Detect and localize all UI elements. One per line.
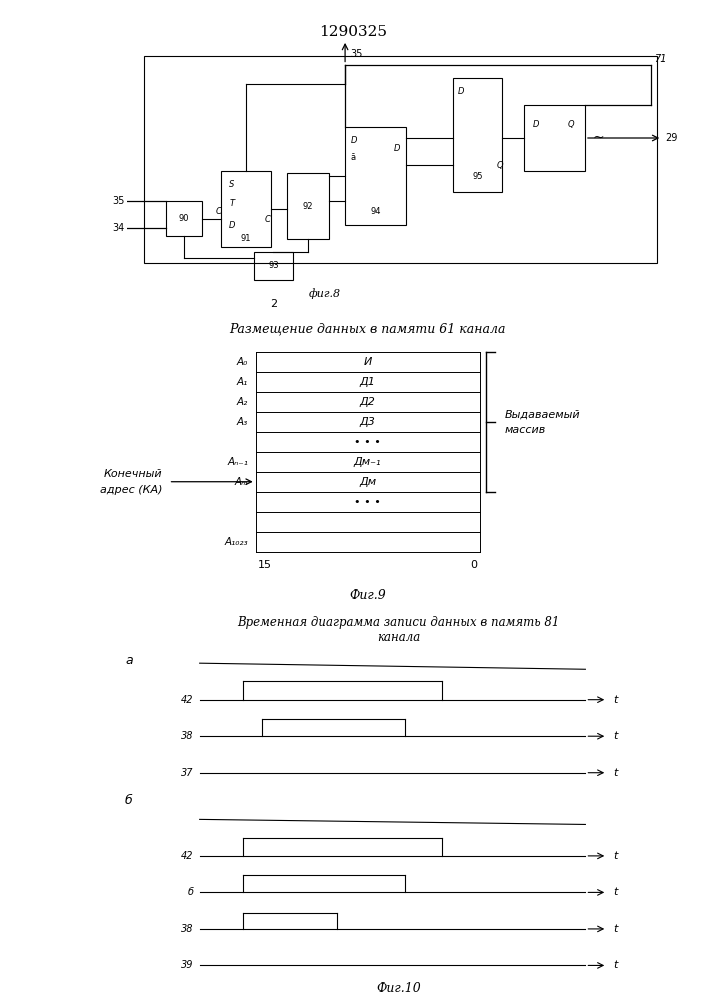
Text: D: D <box>351 136 357 145</box>
Text: S: S <box>229 180 235 189</box>
Text: C: C <box>216 207 221 216</box>
Text: Aₘ: Aₘ <box>235 477 248 487</box>
Text: б: б <box>125 794 133 807</box>
Text: Фиг.10: Фиг.10 <box>376 982 421 995</box>
Text: D: D <box>394 144 400 153</box>
Text: 39: 39 <box>181 960 194 970</box>
Bar <box>144 56 657 263</box>
Text: 90: 90 <box>179 214 189 223</box>
Text: фиг.8: фиг.8 <box>309 288 341 299</box>
Text: Размещение данных в памяти 61 канала: Размещение данных в памяти 61 канала <box>229 323 506 336</box>
Text: 15: 15 <box>258 560 272 570</box>
Text: 35: 35 <box>351 49 363 59</box>
Text: 38: 38 <box>181 924 194 934</box>
Text: D: D <box>458 87 464 96</box>
Text: • • •: • • • <box>354 437 381 447</box>
Text: 35: 35 <box>112 196 124 206</box>
Bar <box>221 171 271 247</box>
Text: а: а <box>125 654 133 667</box>
Text: Дм₋₁: Дм₋₁ <box>354 457 381 467</box>
Text: Aₙ₋₁: Aₙ₋₁ <box>228 457 248 467</box>
Text: 38: 38 <box>181 731 194 741</box>
Text: 95: 95 <box>472 172 483 181</box>
Text: ā: ā <box>351 153 356 162</box>
Bar <box>345 127 406 225</box>
Text: 42: 42 <box>181 695 194 705</box>
Text: Фиг.9: Фиг.9 <box>349 589 386 602</box>
Text: t: t <box>614 851 618 861</box>
Text: A₃: A₃ <box>237 417 248 427</box>
Text: Д1: Д1 <box>360 377 375 387</box>
Text: 2: 2 <box>270 299 277 309</box>
Bar <box>525 105 585 171</box>
Text: T: T <box>229 199 235 208</box>
Text: t: t <box>614 887 618 897</box>
Text: 93: 93 <box>268 261 279 270</box>
Text: И: И <box>363 357 372 367</box>
Text: Q: Q <box>497 161 503 170</box>
Text: C: C <box>265 215 271 224</box>
Text: Дм: Дм <box>359 477 376 487</box>
Text: 94: 94 <box>370 207 380 216</box>
Bar <box>166 201 201 236</box>
Text: ~: ~ <box>593 131 604 145</box>
Text: A₁₀₂₃: A₁₀₂₃ <box>225 537 248 547</box>
Text: A₀: A₀ <box>237 357 248 367</box>
Text: 1290325: 1290325 <box>320 25 387 39</box>
Text: t: t <box>614 768 618 778</box>
Text: • • •: • • • <box>354 497 381 507</box>
Bar <box>254 252 293 280</box>
Text: A₁: A₁ <box>237 377 248 387</box>
Text: 71: 71 <box>654 54 667 64</box>
Text: D: D <box>229 221 235 230</box>
Text: б: б <box>187 887 194 897</box>
Text: массив: массив <box>505 425 546 435</box>
Text: D: D <box>532 120 539 129</box>
Text: 34: 34 <box>112 223 124 233</box>
Text: 42: 42 <box>181 851 194 861</box>
Text: t: t <box>614 695 618 705</box>
Text: 0: 0 <box>470 560 477 570</box>
Text: 37: 37 <box>181 768 194 778</box>
Text: адрес (КА): адрес (КА) <box>100 485 163 495</box>
Text: канала: канала <box>377 631 421 644</box>
Text: Д2: Д2 <box>360 397 375 407</box>
Bar <box>287 173 329 239</box>
Text: 92: 92 <box>303 202 313 211</box>
Text: Временная диаграмма записи данных в память 81: Временная диаграмма записи данных в памя… <box>238 616 560 629</box>
Text: A₂: A₂ <box>237 397 248 407</box>
Text: t: t <box>614 960 618 970</box>
Text: Конечный: Конечный <box>104 469 163 479</box>
Text: Q: Q <box>567 120 574 129</box>
Text: 29: 29 <box>665 133 677 143</box>
Text: Д3: Д3 <box>360 417 375 427</box>
Bar <box>452 78 502 192</box>
Text: 91: 91 <box>240 234 251 243</box>
Text: Выдаваемый: Выдаваемый <box>505 410 580 420</box>
Text: t: t <box>614 924 618 934</box>
Text: t: t <box>614 731 618 741</box>
